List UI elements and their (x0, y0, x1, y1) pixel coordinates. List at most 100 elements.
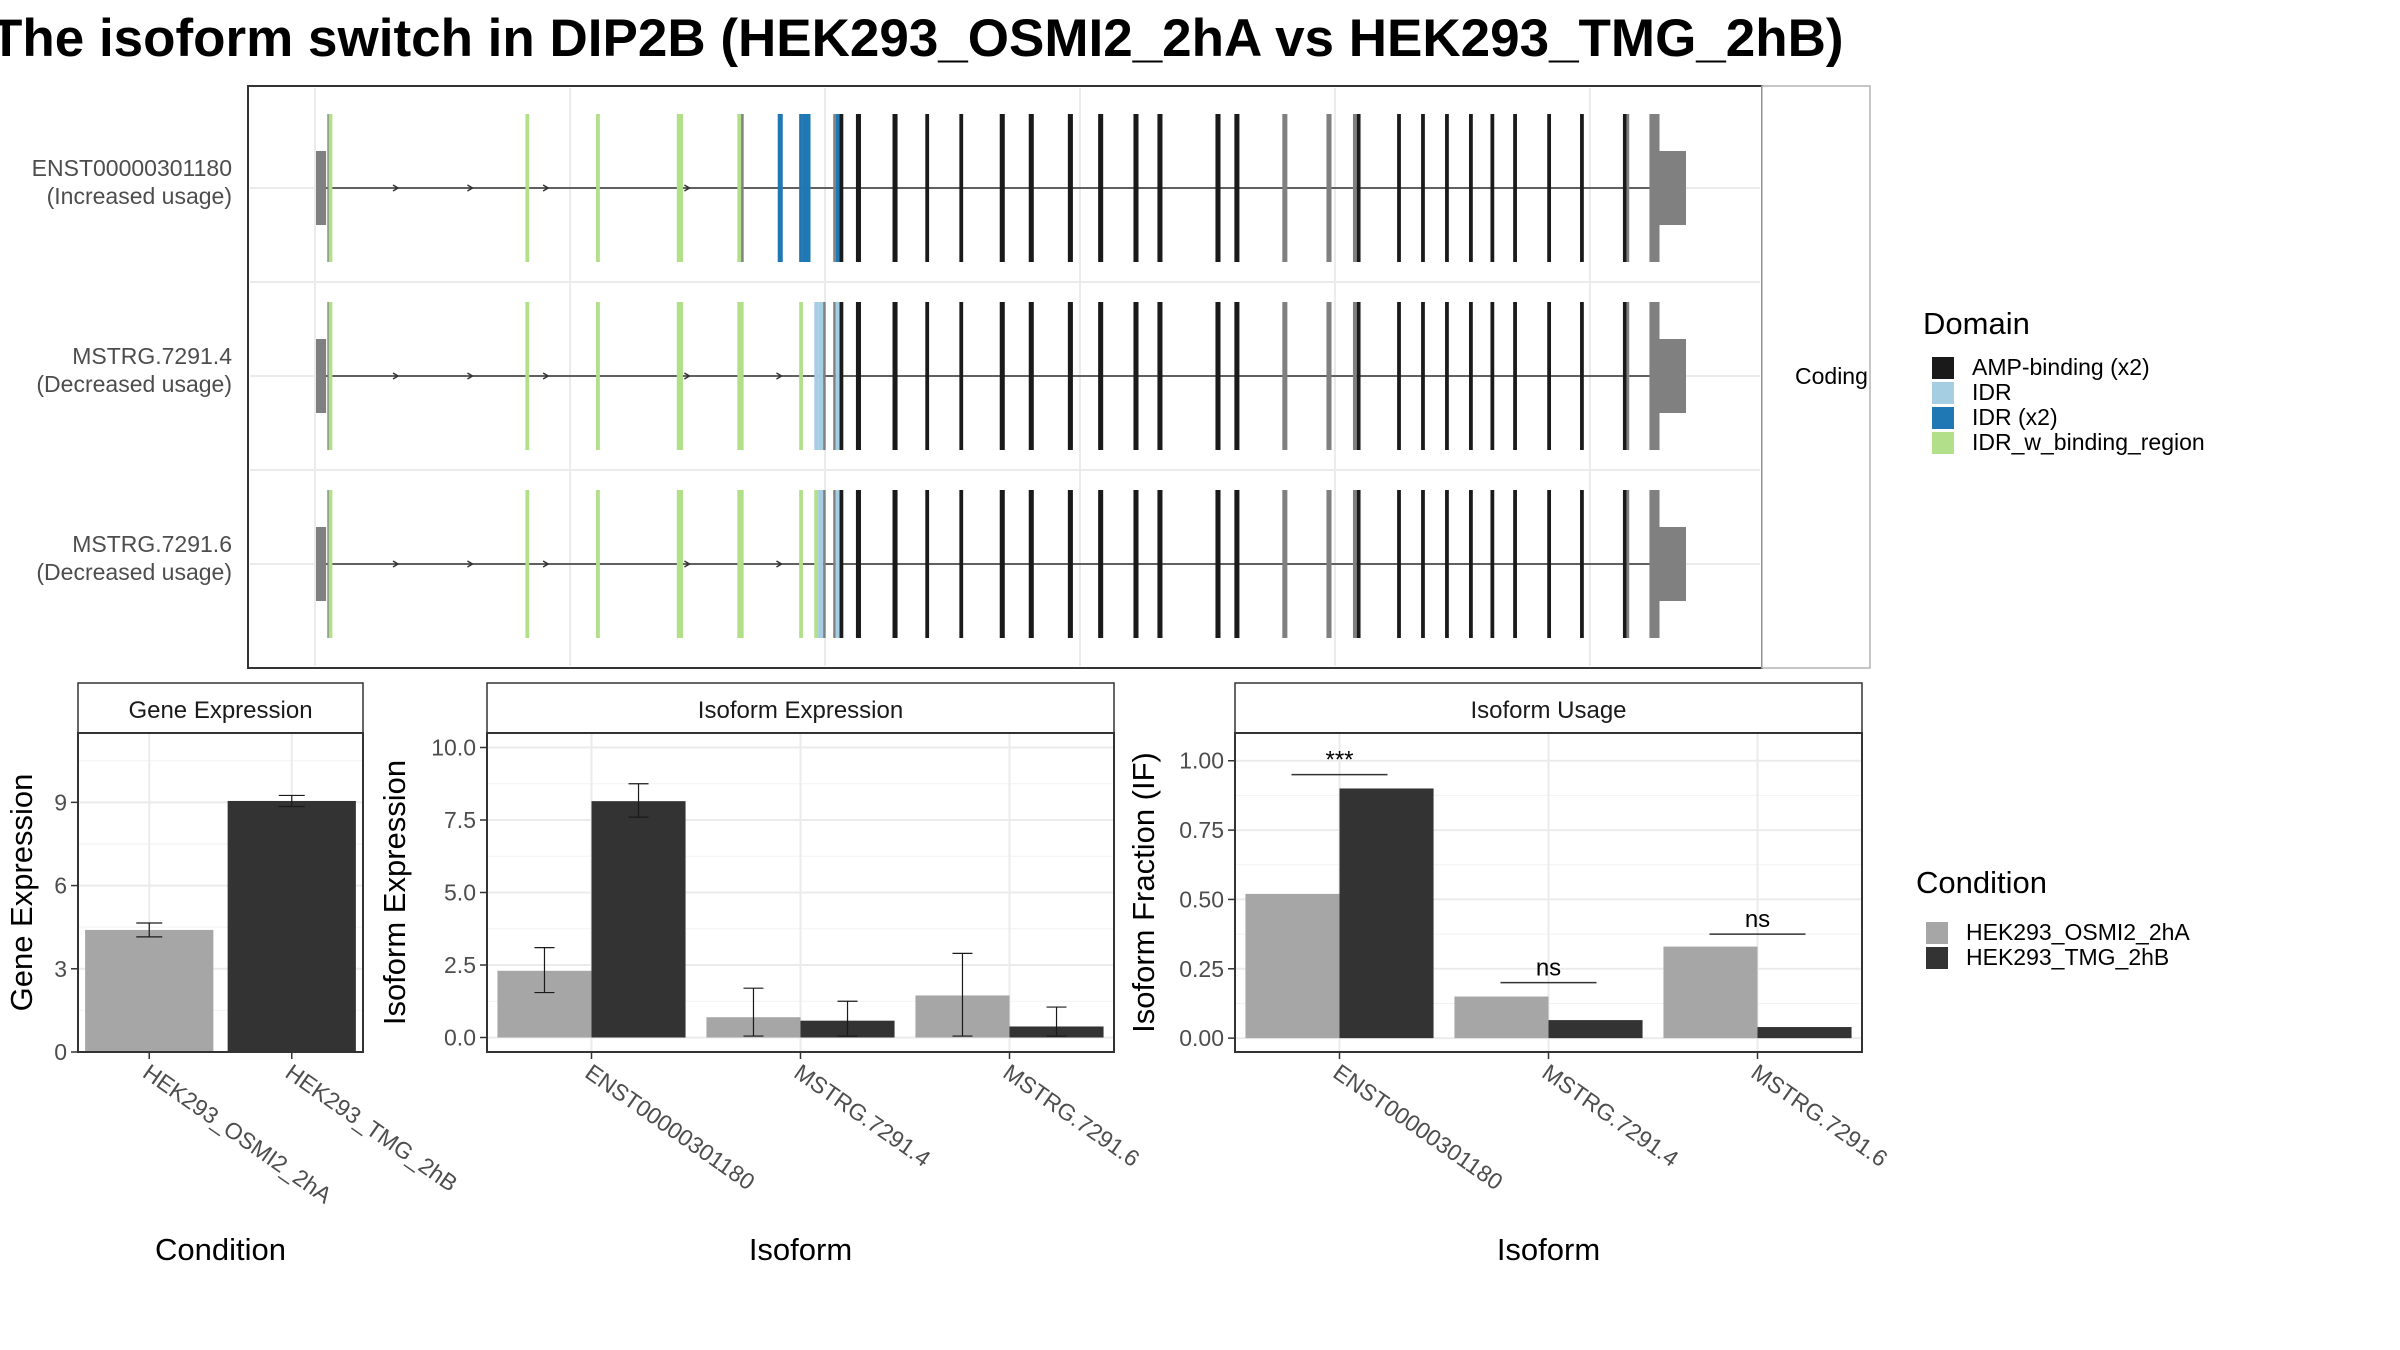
bar (591, 801, 686, 1038)
bars (1245, 788, 1852, 1039)
x-axis-title: Isoform (749, 1232, 852, 1267)
exon-block (1626, 490, 1630, 638)
direction-arrow (467, 560, 474, 568)
exon-block (814, 302, 819, 450)
exon-block (1490, 114, 1495, 262)
exon-block (1234, 302, 1240, 450)
domain-legend-label: IDR_w_binding_region (1972, 429, 2205, 455)
bar (1245, 893, 1340, 1039)
panel-title: Gene Expression (128, 697, 312, 724)
exon-block (1282, 490, 1288, 638)
exon-block (1622, 114, 1627, 262)
bar (1663, 946, 1758, 1039)
exon-block (1445, 114, 1449, 262)
exon-block (999, 490, 1005, 638)
transcript-usage: (Decreased usage) (36, 371, 232, 397)
exon-block (1397, 302, 1401, 450)
bar (1454, 996, 1549, 1039)
exon-block (1234, 490, 1240, 638)
exon-block (1580, 114, 1584, 262)
exon-block (799, 490, 803, 638)
exon-block (328, 302, 333, 450)
significance-annotations: *** ns ns (1291, 747, 1806, 984)
exon-block (1513, 114, 1517, 262)
error-bars (534, 783, 1067, 1037)
direction-arrow (684, 560, 691, 568)
x-axis-ticks: ENST00000301180 MSTRG.7291.4 MSTRG.7291.6 (581, 1052, 1144, 1195)
y-tick-label: 10.0 (431, 735, 476, 761)
panel-strip (1234, 682, 1863, 734)
exon-block (1028, 302, 1034, 450)
exon-block (1659, 339, 1686, 413)
structure-strip-label: Coding (1795, 363, 1868, 389)
x-tick-label: MSTRG.7291.6 (1747, 1059, 1893, 1172)
exon-block (1326, 114, 1332, 262)
exon-block (1067, 114, 1073, 262)
exon-block (1469, 114, 1473, 262)
exon-block (1490, 490, 1495, 638)
exon-block (316, 339, 327, 413)
condition-legend-swatch (1926, 947, 1948, 969)
exon-block (596, 302, 600, 450)
exon-block (925, 490, 930, 638)
exon-block (925, 114, 930, 262)
exon-block (835, 114, 840, 262)
direction-arrow (542, 184, 550, 192)
exon-block (1659, 151, 1686, 225)
y-axis-ticks: 0.0 2.5 5.0 7.5 10.0 (431, 735, 487, 1051)
exon-block (833, 114, 836, 262)
exon-block (676, 302, 684, 450)
domain-legend-swatch (1932, 357, 1954, 379)
y-axis-ticks: 0 3 6 9 (54, 789, 78, 1065)
transcript-usage: (Increased usage) (47, 183, 232, 209)
exon-block (316, 527, 327, 601)
transcript-name: ENST00000301180 (32, 155, 232, 181)
exon-block (737, 114, 742, 262)
isoform-expression-panel: Isoform Expression 0.0 2.5 5.0 7.5 10.0 ENST00… (377, 682, 1144, 1267)
exon-block (1352, 490, 1357, 638)
exon-block (839, 302, 844, 450)
exon-block (1397, 114, 1401, 262)
exon-block (814, 490, 819, 638)
transcript-rows: ENST00000301180(Increased usage) MSTRG.72… (32, 114, 1686, 638)
y-axis-ticks: 0.00 0.25 0.50 0.75 1.00 (1179, 748, 1235, 1051)
isoform-usage-panel: Isoform Usage *** ns ns 0.00 0.25 0.50 0.75 1.00… (1126, 682, 1893, 1267)
exon-block (1513, 490, 1517, 638)
direction-arrow (542, 372, 550, 380)
bar (1339, 788, 1434, 1039)
panel-title: Isoform Expression (698, 697, 903, 724)
direction-arrow (392, 184, 400, 192)
exon-block (777, 114, 783, 262)
exon-block (823, 490, 826, 638)
exon-block (833, 490, 836, 638)
y-tick-label: 0.75 (1179, 817, 1224, 843)
x-tick-label: MSTRG.7291.4 (1538, 1059, 1684, 1172)
exon-block (839, 114, 844, 262)
bar (1548, 1020, 1643, 1039)
exon-block (1133, 114, 1139, 262)
exon-block (676, 114, 684, 262)
exon-block (818, 302, 824, 450)
exon-block (737, 490, 744, 638)
significance-label: ns (1536, 955, 1561, 982)
exon-block (835, 490, 840, 638)
exon-block (1626, 302, 1630, 450)
exon-block (1028, 490, 1034, 638)
exon-block (1622, 490, 1627, 638)
figure-title: The isoform switch in DIP2B (HEK293_OSMI… (0, 9, 1844, 68)
direction-arrow (684, 372, 691, 380)
exon-block (1098, 302, 1104, 450)
exon-block (1421, 114, 1425, 262)
direction-arrow (684, 184, 691, 192)
exon-block (1445, 302, 1449, 450)
exon-block (1326, 302, 1332, 450)
y-axis-title: Isoform Expression (377, 760, 412, 1025)
y-tick-label: 7.5 (444, 807, 476, 833)
bar (85, 929, 214, 1052)
x-axis-ticks: ENST00000301180 MSTRG.7291.4 MSTRG.7291.6 (1329, 1052, 1893, 1195)
direction-arrow (776, 560, 783, 568)
structure-strip (1761, 85, 1871, 669)
